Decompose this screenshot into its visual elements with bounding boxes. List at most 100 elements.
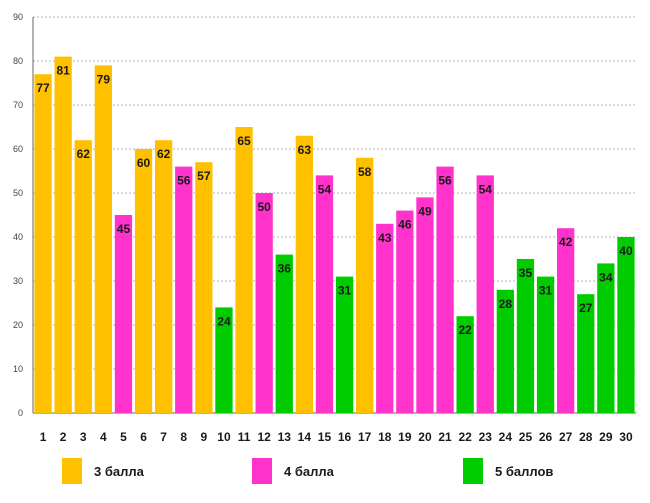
x-tick-label-4: 4 [100,430,107,444]
bar-6 [134,149,153,413]
bar-13 [275,254,293,413]
data-label-11: 65 [237,134,251,148]
x-tick-label-18: 18 [378,430,392,444]
y-axis: 0 10 20 30 40 50 60 70 80 90 [13,12,34,418]
legend-swatch-3-balla [62,458,82,484]
bar-30 [617,237,635,413]
bar-18 [376,223,394,413]
data-label-25: 35 [519,266,533,280]
gridlines [33,16,636,414]
x-tick-label-19: 19 [398,430,412,444]
x-tick-label-27: 27 [559,430,573,444]
data-label-16: 31 [338,284,352,298]
legend-item-4-balla: 4 балла [252,456,334,486]
bar-29 [597,263,615,413]
bar-20 [416,197,434,413]
x-tick-label-3: 3 [80,430,87,444]
y-tick-label-50: 50 [13,188,23,198]
data-label-19: 46 [398,218,412,232]
x-tick-label-29: 29 [599,430,613,444]
data-label-24: 28 [499,297,513,311]
bar-5 [114,215,133,413]
data-label-15: 54 [318,182,332,196]
x-tick-label-10: 10 [217,430,231,444]
x-tick-label-30: 30 [619,430,633,444]
y-tick-label-90: 90 [13,12,23,22]
x-tick-label-22: 22 [458,430,472,444]
data-label-21: 56 [438,174,452,188]
bar-16 [335,276,354,413]
legend-swatch-5-ballov [463,458,483,484]
x-tick-label-21: 21 [438,430,452,444]
y-tick-label-0: 0 [18,408,23,418]
bar-2 [54,56,72,413]
data-label-8: 56 [177,174,191,188]
y-tick-label-10: 10 [13,364,23,374]
data-label-28: 27 [579,301,593,315]
data-label-27: 42 [559,235,573,249]
legend-item-5-ballov: 5 баллов [463,456,553,486]
x-axis: 1 2 3 4 5 6 7 8 9 10 11 12 13 14 15 16 17 18 19 20 21 22 23 24 2… [40,430,633,444]
bar-9 [195,162,213,413]
x-tick-label-8: 8 [180,430,187,444]
legend-label-5-ballov: 5 баллов [495,463,554,479]
data-label-7: 62 [157,147,171,161]
bar-24 [496,289,514,413]
legend-item-3-balla: 3 балла [62,456,144,486]
bar-23 [476,175,494,413]
bar-22 [456,316,474,413]
bar-8 [175,166,193,413]
x-tick-label-17: 17 [358,430,372,444]
bar-1 [34,74,52,413]
x-tick-label-1: 1 [40,430,47,444]
data-label-3: 62 [77,147,91,161]
x-tick-label-16: 16 [338,430,352,444]
y-tick-label-20: 20 [13,320,23,330]
bar-15 [315,175,334,413]
x-tick-label-15: 15 [318,430,332,444]
data-label-2: 81 [56,64,70,78]
data-label-13: 36 [278,262,292,276]
x-tick-label-25: 25 [519,430,533,444]
x-tick-label-12: 12 [257,430,271,444]
bar-10 [215,307,233,413]
y-tick-label-40: 40 [13,232,23,242]
bar-26 [536,276,555,413]
x-tick-label-23: 23 [479,430,493,444]
data-label-18: 43 [378,231,392,245]
legend-label-3-balla: 3 балла [94,463,144,479]
x-tick-label-13: 13 [278,430,292,444]
data-label-20: 49 [418,204,432,218]
x-tick-label-28: 28 [579,430,593,444]
bar-19 [396,210,414,413]
data-label-17: 58 [358,165,372,179]
data-label-6: 60 [137,156,151,170]
bar-21 [436,166,454,413]
bar-4 [94,65,112,414]
data-label-22: 22 [458,323,472,337]
x-tick-label-14: 14 [298,430,312,444]
data-label-23: 54 [479,182,493,196]
data-label-29: 34 [599,270,613,284]
data-labels: 77 81 62 79 45 60 62 56 57 24 65 50 36 63 54 31 58 43 46 49… [36,64,633,338]
x-tick-label-2: 2 [60,430,67,444]
data-label-1: 77 [36,81,50,95]
legend-swatch-4-balla [252,458,272,484]
bar-7 [155,140,173,413]
data-label-5: 45 [117,222,131,236]
data-label-14: 63 [298,143,312,157]
x-tick-label-5: 5 [120,430,127,444]
y-tick-label-60: 60 [13,144,23,154]
data-label-12: 50 [257,200,271,214]
data-label-9: 57 [197,169,211,183]
x-tick-label-24: 24 [499,430,513,444]
x-tick-label-11: 11 [238,430,251,444]
data-label-26: 31 [539,284,553,298]
bar-27 [557,228,575,413]
bar-12 [255,193,273,413]
bar-11 [235,127,253,413]
y-tick-label-80: 80 [13,56,23,66]
x-tick-label-20: 20 [418,430,432,444]
bar-14 [295,135,313,414]
